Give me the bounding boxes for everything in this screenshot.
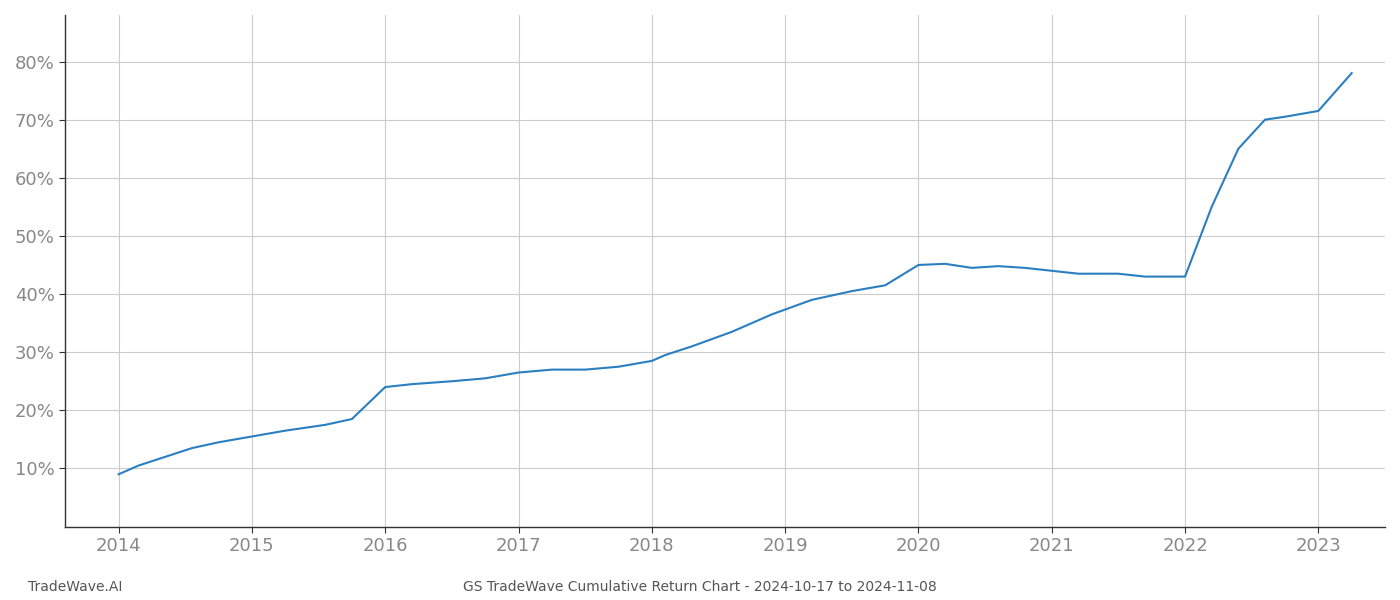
Text: GS TradeWave Cumulative Return Chart - 2024-10-17 to 2024-11-08: GS TradeWave Cumulative Return Chart - 2… (463, 580, 937, 594)
Text: TradeWave.AI: TradeWave.AI (28, 580, 122, 594)
